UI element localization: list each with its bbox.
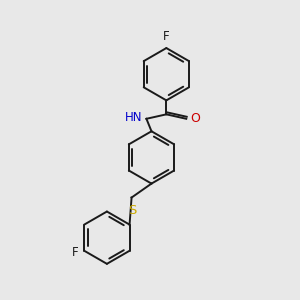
Text: O: O — [190, 112, 200, 125]
Text: F: F — [163, 30, 170, 43]
Text: F: F — [72, 246, 79, 259]
Text: HN: HN — [125, 111, 143, 124]
Text: S: S — [128, 204, 136, 217]
